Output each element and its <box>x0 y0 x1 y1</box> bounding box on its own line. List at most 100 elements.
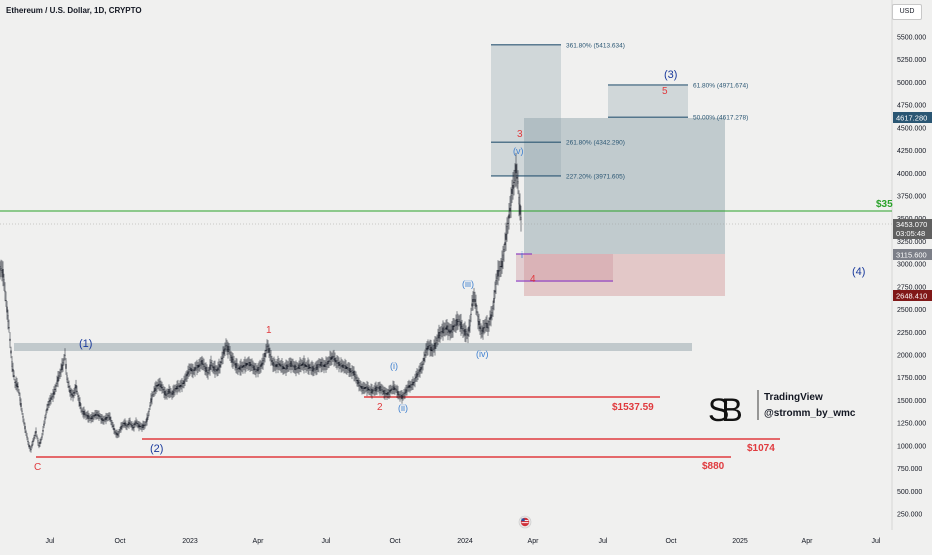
candle <box>117 433 118 435</box>
candle <box>262 363 263 365</box>
candle <box>160 382 161 387</box>
candle <box>337 361 338 364</box>
candle <box>434 346 435 349</box>
candle <box>286 366 287 370</box>
candle <box>479 321 480 325</box>
candle <box>488 327 489 328</box>
candle <box>380 386 381 391</box>
candle <box>418 372 419 374</box>
candle <box>115 432 116 433</box>
candle <box>437 339 438 341</box>
candle <box>38 440 39 442</box>
price-tick-label: 2500.000 <box>897 307 926 314</box>
candle <box>221 362 222 363</box>
candle <box>11 351 12 354</box>
price-tick-label: 1000.000 <box>897 443 926 450</box>
us-flag-icon[interactable] <box>519 516 531 528</box>
candle <box>209 370 210 371</box>
candle <box>24 423 25 424</box>
candle <box>317 365 318 370</box>
candle <box>197 365 198 369</box>
candle <box>228 346 229 352</box>
price-tick-label: 1500.000 <box>897 398 926 405</box>
candle <box>113 426 114 427</box>
time-tick-label: Jul <box>872 538 881 545</box>
candle <box>305 364 306 367</box>
candle <box>283 366 284 369</box>
candle <box>277 364 278 366</box>
candle <box>22 411 23 412</box>
candle <box>244 365 245 366</box>
candle <box>354 371 355 375</box>
fib-label: 50.00% (4617.278) <box>693 115 748 122</box>
candle <box>404 393 405 395</box>
price-badge-4617-text: 4617.280 <box>896 114 927 123</box>
candle <box>376 387 377 392</box>
candle <box>12 362 13 367</box>
candle <box>353 372 354 373</box>
candle <box>458 321 459 322</box>
candle <box>282 365 283 370</box>
candle <box>301 365 302 366</box>
candle <box>20 398 21 401</box>
candle <box>499 270 500 271</box>
currency-button[interactable]: USD <box>892 4 922 20</box>
candle <box>273 362 274 365</box>
candle <box>141 426 142 427</box>
candle <box>94 416 95 417</box>
candle <box>177 386 178 389</box>
candle <box>362 387 363 389</box>
candle <box>132 425 133 426</box>
candle <box>483 328 484 333</box>
candle <box>78 396 79 397</box>
candle <box>101 417 102 420</box>
wave-label-minor-v: (v) <box>513 146 524 156</box>
candle <box>230 353 231 355</box>
candle <box>109 416 110 417</box>
candle <box>494 298 495 302</box>
candle <box>375 388 376 391</box>
price-badge-3115: 3115.600 <box>893 249 932 260</box>
candle <box>377 387 378 389</box>
time-tick-label: Jul <box>599 538 608 545</box>
price-tick-label: 3250.000 <box>897 239 926 246</box>
candle <box>383 391 384 392</box>
candle <box>408 386 409 387</box>
candle <box>25 426 26 429</box>
candle <box>86 414 87 415</box>
candle <box>331 358 332 360</box>
price-tick-label: 250.000 <box>897 512 922 519</box>
candle <box>496 280 497 284</box>
candle <box>170 392 171 393</box>
candle <box>66 364 67 369</box>
level-1074-label: $1074 <box>747 443 775 454</box>
candle <box>336 361 337 363</box>
candle <box>116 432 117 434</box>
candle <box>64 359 65 360</box>
candle <box>327 364 328 365</box>
candle <box>49 401 50 404</box>
candle <box>164 390 165 394</box>
candle <box>41 439 42 440</box>
candle <box>171 392 172 394</box>
candle <box>467 334 468 335</box>
candle <box>60 372 61 374</box>
candle <box>56 385 57 386</box>
candle <box>507 226 508 234</box>
candle <box>332 357 333 360</box>
candle <box>364 388 365 389</box>
candle <box>136 422 137 423</box>
candle <box>400 395 401 397</box>
candle <box>297 368 298 369</box>
candle <box>254 366 255 370</box>
candle <box>9 327 10 328</box>
candle <box>114 428 115 430</box>
candle <box>227 345 228 349</box>
candle <box>88 415 89 419</box>
candle <box>345 365 346 368</box>
candle <box>355 375 356 377</box>
candle <box>182 383 183 387</box>
candle <box>511 196 512 206</box>
